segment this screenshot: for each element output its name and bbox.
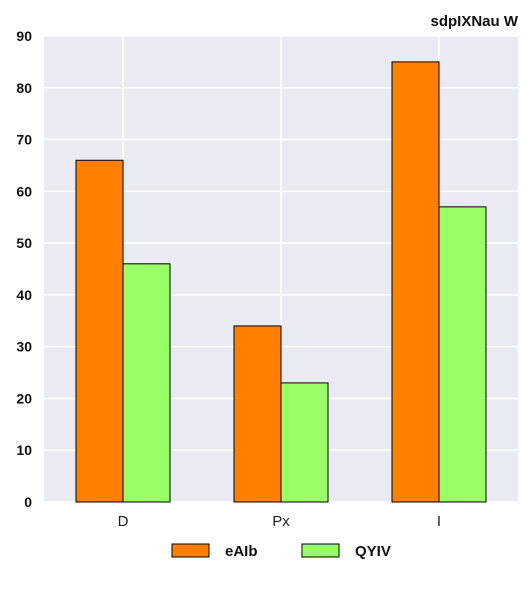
x-tick-label: I [437,513,441,530]
y-tick-label: 40 [16,287,32,303]
y-tick-label: 70 [16,132,32,148]
legend: eAIb QYIV [171,543,391,560]
legend-label: QYIV [355,543,391,560]
bar-eAIb-I [391,61,440,503]
y-tick-label: 90 [16,28,32,44]
x-axis-ticks: D Px I [118,513,442,530]
x-tick-label: Px [272,513,290,530]
y-tick-label: 30 [16,339,32,355]
y-tick-label: 80 [16,80,32,96]
y-tick-label: 10 [16,442,32,458]
legend-label: eAIb [225,543,258,560]
legend-swatch [301,543,340,558]
legend-swatch [171,543,210,558]
y-tick-label: 60 [16,183,32,199]
bar-eAIb-D [75,159,124,503]
y-tick-label: 20 [16,390,32,406]
bar-QYIV-I [438,206,487,503]
x-tick-label: D [118,513,129,530]
y-tick-label: 0 [24,494,32,510]
y-axis-ticks: 0 10 20 30 40 50 60 70 80 90 [16,28,32,510]
bar-QYIV-D [122,263,171,503]
bar-eAIb-Px [233,325,282,503]
bars [75,61,487,503]
y-tick-label: 50 [16,235,32,251]
chart-title: sdpIXNau W [430,13,518,30]
bar-QYIV-Px [280,382,329,503]
